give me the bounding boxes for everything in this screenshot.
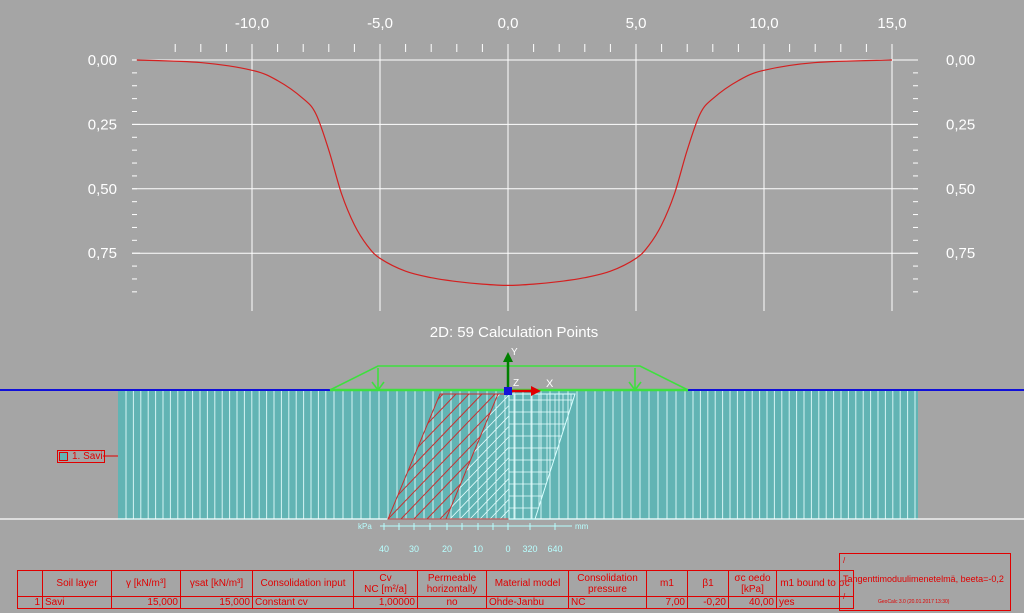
table-header-row: Soil layer γ [kN/m³] γsat [kN/m³] Consol… <box>17 570 854 597</box>
header-cell: Soil layer <box>42 570 112 597</box>
added-hatch-line <box>479 394 509 519</box>
z-axis-marker <box>504 387 512 395</box>
diagram-scale: kPa mm 40 30 20 10 0 320 640 <box>358 522 589 554</box>
scale-label: 320 <box>522 544 537 554</box>
y-tick-label: 0,75 <box>88 245 117 262</box>
load-arrowhead-left <box>371 381 385 392</box>
scale-unit-kpa: kPa <box>358 522 372 531</box>
cell-gamma-sat: 15,000 <box>180 596 253 609</box>
soil-parameters-table: Soil layer γ [kN/m³] γsat [kN/m³] Consol… <box>17 570 854 609</box>
z-axis-label: Z <box>513 378 519 389</box>
y-tick-label: 0,75 <box>946 245 975 262</box>
cell-consolidation-input: Constant cv <box>252 596 354 609</box>
header-cell <box>17 570 43 597</box>
scale-label: 10 <box>473 544 483 554</box>
scale-label: 0 <box>505 544 510 554</box>
x-tick-label: 0,0 <box>498 15 519 32</box>
x-tick-label: 15,0 <box>877 15 906 32</box>
header-cell: m1 bound to σc <box>776 570 854 597</box>
cell-soil-layer: Savi <box>42 596 112 609</box>
cell-index: 1 <box>17 596 43 609</box>
scale-ticks <box>383 523 556 530</box>
x-axis-arrowhead <box>531 386 541 396</box>
soil-layer-fill <box>118 390 918 520</box>
layer-color-swatch <box>59 452 68 461</box>
cell-consolidation-pressure: NC <box>568 596 647 609</box>
cell-material-model: Ohde-Janbu <box>486 596 569 609</box>
header-cell: γ [kN/m³] <box>111 570 181 597</box>
axis-gizmo: Y X Z <box>503 347 554 396</box>
y-tick-labels: 0,00 0,00 0,25 0,25 0,50 0,50 0,75 0,75 <box>88 52 975 262</box>
table-row[interactable]: 1 Savi 15,000 15,000 Constant cv 1,00000… <box>17 596 854 609</box>
settlement-outline <box>508 393 576 520</box>
cell-sigma-c: 40,00 <box>728 596 777 609</box>
header-cell: m1 <box>646 570 688 597</box>
scale-unit-mm: mm <box>575 522 589 531</box>
chart-grid-vertical <box>251 44 893 311</box>
header-cell: Permeable horizontally <box>417 570 487 597</box>
y-tick-label: 0,25 <box>946 116 975 133</box>
x-tick-label: -5,0 <box>367 15 393 32</box>
software-stamp: GeoCalc 3.0 (20.01.2017 13:30) <box>878 599 950 605</box>
added-hatch-line <box>446 394 509 519</box>
y-axis-arrowhead <box>503 352 513 362</box>
section-title: 2D: 59 Calculation Points <box>430 324 598 341</box>
y-tick-label: 0,25 <box>88 116 117 133</box>
cell-m1: 7,00 <box>646 596 688 609</box>
y-tick-label: 0,50 <box>88 181 117 198</box>
chart-tick-marks <box>132 44 918 293</box>
cell-beta1: -0,20 <box>687 596 729 609</box>
calculation-point-lines <box>125 391 916 519</box>
soil-layer <box>0 390 1024 520</box>
cell-gamma: 15,000 <box>111 596 181 609</box>
layer-label[interactable]: 1. Savi <box>57 450 105 463</box>
stress-hatch-line <box>388 394 483 519</box>
calculation-info-box: / Tangenttimoduulimenetelmä, beeta=-0,2 … <box>839 553 1011 611</box>
y-tick-label: 0,50 <box>946 181 975 198</box>
header-cell: Consolidation pressure <box>568 570 647 597</box>
header-cell: σc oedo [kPa] <box>728 570 777 597</box>
x-axis-label: X <box>546 378 554 390</box>
load-arrowhead-right <box>628 381 642 392</box>
chart-grid-horizontal <box>132 59 918 254</box>
calculation-method: Tangenttimoduulimenetelmä, beeta=-0,2 <box>843 574 1004 584</box>
x-tick-label: 10,0 <box>749 15 778 32</box>
y-tick-label: 0,00 <box>946 52 975 69</box>
header-cell: β1 <box>687 570 729 597</box>
header-cell: γsat [kN/m³] <box>180 570 253 597</box>
stress-hatch-line <box>400 394 498 519</box>
x-tick-label: -10,0 <box>235 15 269 32</box>
header-cell: Material model <box>486 570 569 597</box>
settlement-chart: -10,0 -5,0 0,0 5,0 10,0 15,0 0,00 0,00 0,25 0,25… <box>88 15 975 311</box>
layer-label-text: 1. Savi <box>72 451 103 462</box>
cell-m1-bound: yes <box>776 596 854 609</box>
stress-hatch-line <box>388 394 498 519</box>
x-tick-labels: -10,0 -5,0 0,0 5,0 10,0 15,0 <box>235 15 907 32</box>
scale-label: 640 <box>547 544 562 554</box>
header-cell: Consolidation input <box>252 570 354 597</box>
settlement-curve <box>136 59 893 287</box>
added-hatch-line <box>459 394 509 519</box>
y-axis-label: Y <box>511 347 518 358</box>
x-tick-label: 5,0 <box>626 15 647 32</box>
added-hatch-line <box>469 394 509 519</box>
header-cell cv-header: Cv NC [m²/a] <box>353 570 418 597</box>
scale-label: 20 <box>442 544 452 554</box>
scale-label: 30 <box>409 544 419 554</box>
added-hatch-line <box>449 394 509 519</box>
added-hatch-line <box>446 394 509 519</box>
scale-label: 40 <box>379 544 389 554</box>
info-mark-top: / <box>843 556 846 565</box>
y-tick-label: 0,00 <box>88 52 117 69</box>
info-mark-bottom: / <box>843 592 846 601</box>
cell-permeable: no <box>417 596 487 609</box>
cell-cv: 1,00000 <box>353 596 418 609</box>
